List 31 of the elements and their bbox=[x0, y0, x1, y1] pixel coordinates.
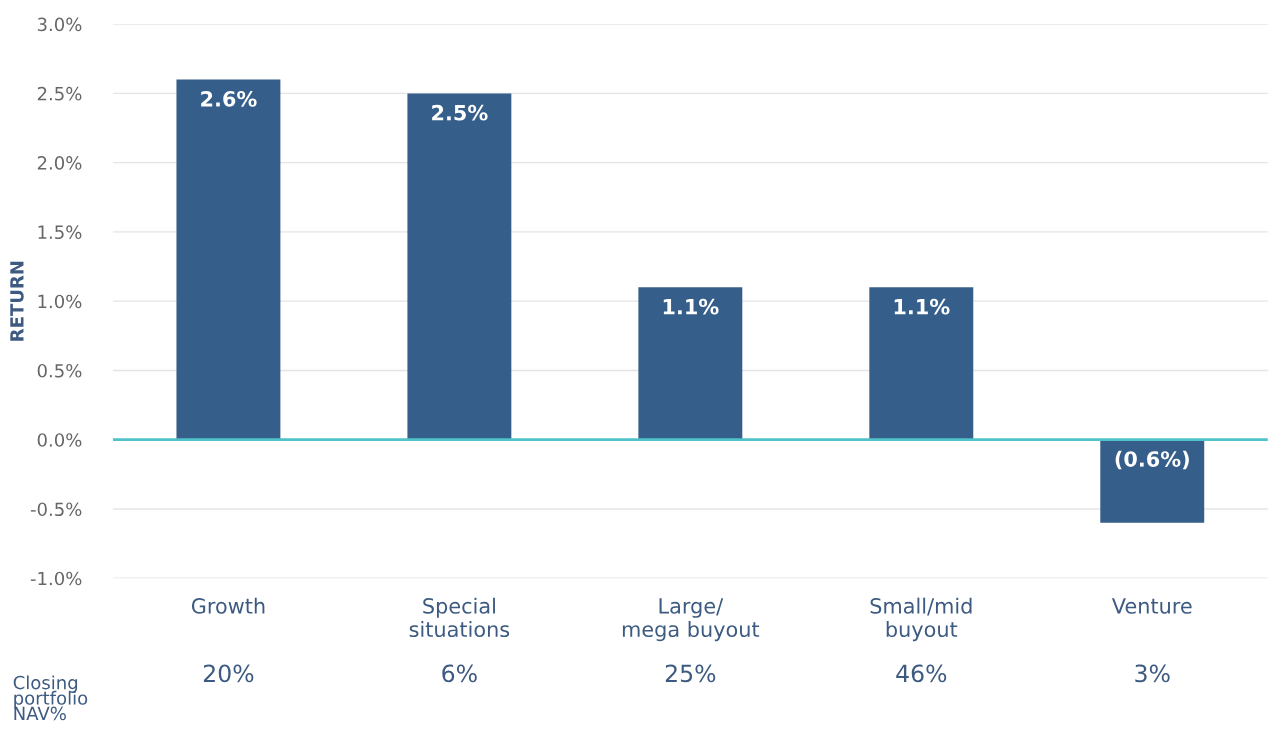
bar bbox=[638, 287, 743, 440]
text: 20% bbox=[203, 664, 254, 683]
y-axis-title: RETURN bbox=[10, 261, 24, 341]
y-tick-label: 1.0% bbox=[38, 294, 82, 309]
data-label: 1.1% bbox=[894, 298, 950, 315]
data-label: 2.5% bbox=[432, 104, 488, 121]
text: 3% bbox=[1135, 664, 1170, 683]
y-tick-label: 1.5% bbox=[38, 225, 82, 240]
x-tick-label: Large/ mega buyout bbox=[622, 598, 760, 642]
text: 6% bbox=[442, 664, 477, 683]
y-tick-label: -0.5% bbox=[30, 502, 82, 517]
data-label: (0.6%) bbox=[1115, 450, 1189, 470]
x-tick-label: Growth bbox=[191, 597, 265, 614]
y-tick-label: 2.5% bbox=[37, 86, 82, 101]
text: Closing portfolio NAV% bbox=[13, 675, 88, 721]
y-tick-label: 3.0% bbox=[37, 17, 82, 32]
bar bbox=[1100, 439, 1205, 523]
bar bbox=[176, 79, 281, 440]
x-tick-label: Venture bbox=[1111, 598, 1192, 614]
bar bbox=[869, 287, 974, 440]
data-label: 2.6% bbox=[201, 90, 257, 107]
bar bbox=[407, 93, 512, 440]
y-tick-label: 0.0% bbox=[37, 433, 82, 447]
y-tick-label: 2.0% bbox=[37, 156, 82, 170]
x-tick-label: Special situations bbox=[409, 597, 510, 638]
y-tick-label: 0.5% bbox=[37, 363, 82, 378]
text: 46% bbox=[896, 664, 947, 683]
data-label: 1.1% bbox=[663, 298, 719, 315]
y-tick-label: -1.0% bbox=[30, 571, 82, 586]
text: 25% bbox=[665, 664, 716, 683]
x-tick-label: Small/mid buyout bbox=[870, 597, 972, 642]
